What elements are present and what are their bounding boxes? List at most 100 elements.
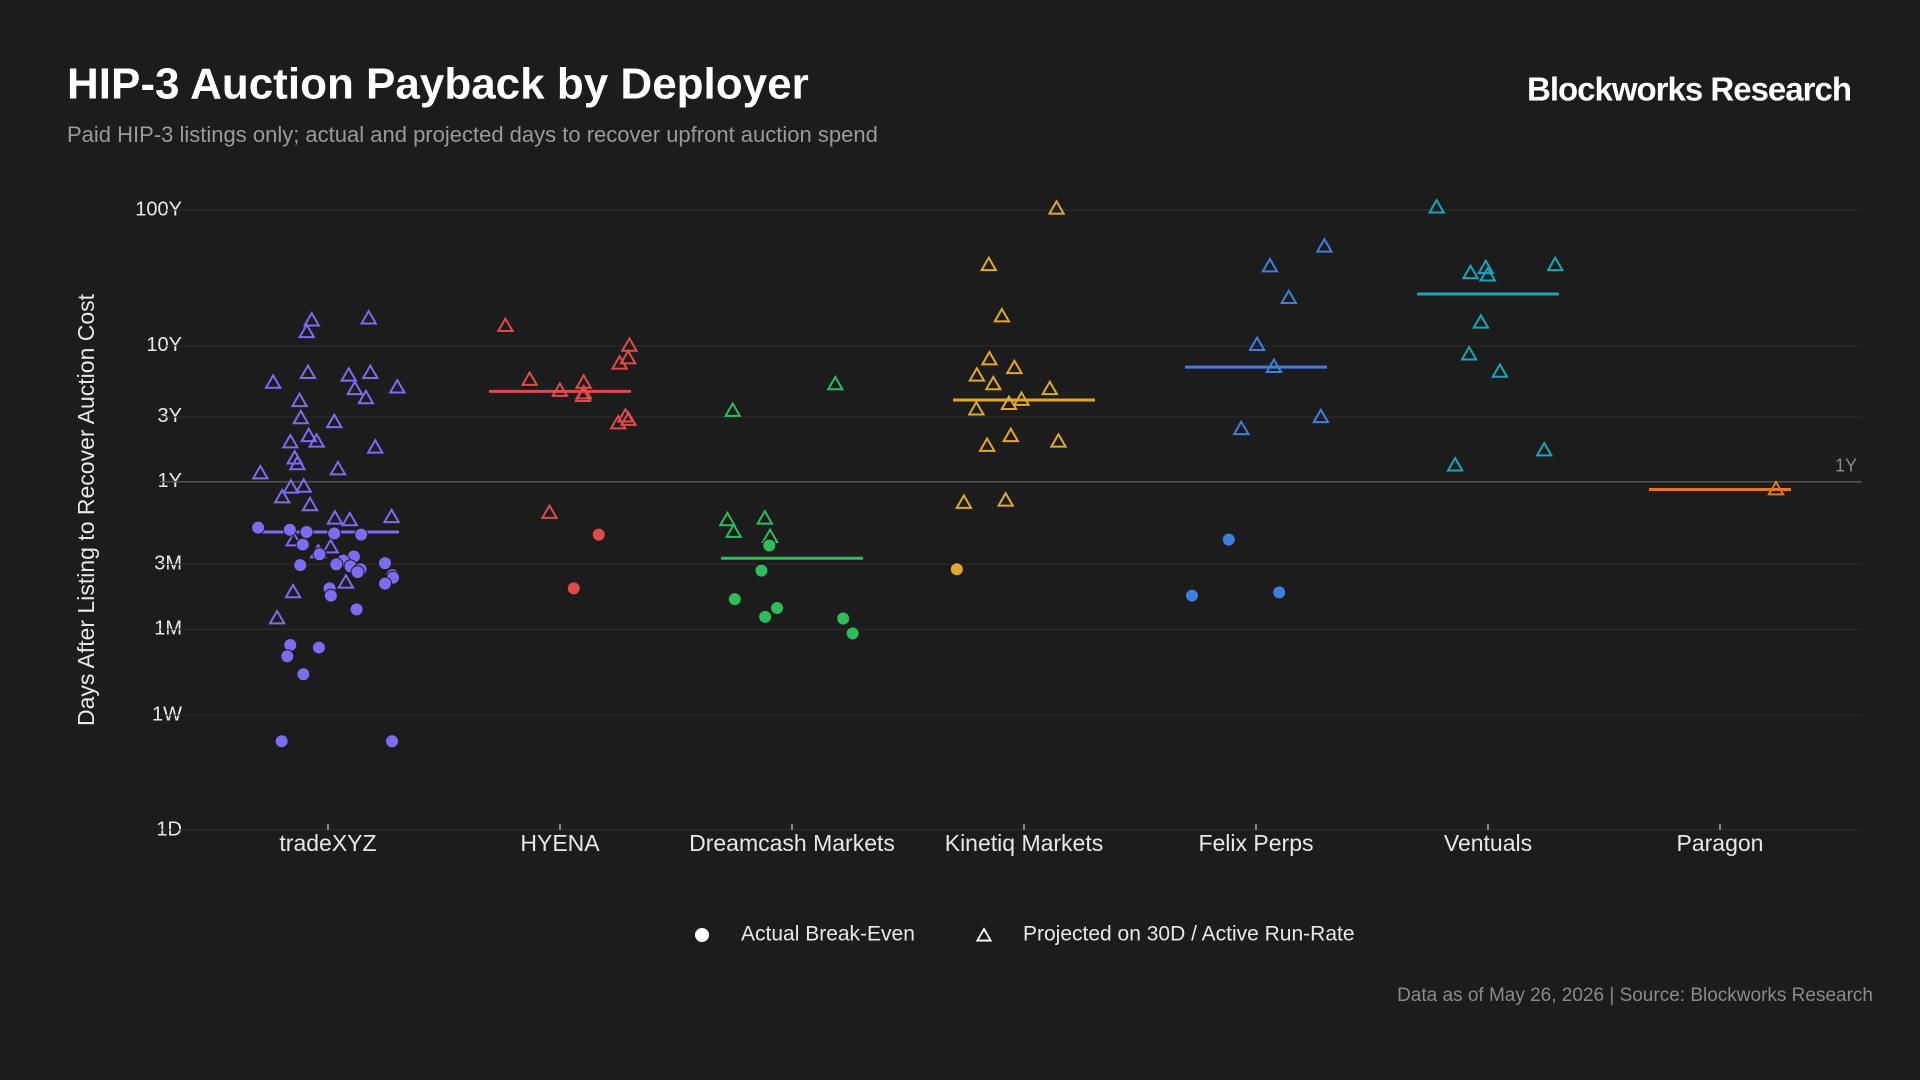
actual-point <box>323 588 338 603</box>
projected-point <box>718 510 737 527</box>
projected-point <box>968 366 986 382</box>
legend-marker <box>975 927 993 942</box>
projected-point <box>301 495 319 512</box>
projected-point <box>337 573 355 589</box>
actual-point <box>845 626 860 641</box>
projected-point <box>294 477 313 493</box>
projected-point <box>978 436 996 452</box>
projected-point <box>329 459 347 476</box>
brand: Blockworks Research <box>1527 71 1851 108</box>
projected-point <box>1232 419 1251 436</box>
projected-point <box>382 507 401 524</box>
projected-point <box>307 432 326 448</box>
projected-point <box>1040 379 1059 396</box>
source-note: Data as of May 26, 2026 | Source: Blockw… <box>1397 985 1873 1006</box>
y-tick-label: 3M <box>154 553 182 575</box>
projected-point <box>619 348 637 365</box>
actual-point <box>349 602 364 617</box>
projected-point <box>551 381 569 397</box>
projected-point <box>366 438 385 454</box>
actual-point <box>274 734 289 749</box>
projected-point <box>1546 255 1565 272</box>
projected-point <box>1047 199 1066 215</box>
projected-point <box>755 509 774 525</box>
actual-point <box>329 557 344 572</box>
projected-point <box>302 311 321 327</box>
y-tick-label: 10Y <box>146 334 182 356</box>
projected-point <box>1001 426 1020 443</box>
projected-point <box>281 433 300 449</box>
x-tick-label: Paragon <box>1677 830 1764 856</box>
projected-point <box>724 522 743 538</box>
projected-point <box>993 307 1011 323</box>
actual-point <box>295 537 310 552</box>
projected-point <box>1265 357 1283 373</box>
actual-point <box>1221 532 1236 547</box>
projected-point <box>282 478 300 494</box>
x-tick-label: tradeXYZ <box>279 830 376 856</box>
projected-point <box>264 373 283 389</box>
projected-point <box>967 400 986 416</box>
projected-point <box>1535 441 1554 457</box>
actual-point <box>566 581 581 596</box>
actual-point <box>949 562 964 577</box>
x-tick-label: HYENA <box>520 830 600 856</box>
y-tick-label: 100Y <box>135 198 182 220</box>
actual-point <box>378 576 393 591</box>
actual-point <box>377 556 392 571</box>
projected-point <box>273 487 292 504</box>
projected-point <box>1491 362 1509 378</box>
projected-point <box>979 255 998 272</box>
y-tick-label: 1D <box>156 818 182 840</box>
projected-point <box>1049 432 1068 448</box>
actual-point <box>251 520 266 535</box>
actual-point <box>282 522 297 537</box>
projected-point <box>325 412 344 429</box>
projected-point <box>619 410 638 426</box>
projected-point <box>1279 288 1298 305</box>
x-tick-label: Felix Perps <box>1198 830 1313 856</box>
projected-point <box>723 401 742 417</box>
projected-point <box>574 386 592 402</box>
actual-point <box>293 558 308 573</box>
projected-point <box>357 388 375 405</box>
actual-point <box>758 609 773 624</box>
projected-point <box>980 349 999 366</box>
projected-point <box>1311 407 1330 424</box>
projected-point <box>321 537 340 554</box>
projected-point <box>1478 266 1497 282</box>
x-tick-label: Dreamcash Markets <box>689 830 895 856</box>
projected-point <box>1261 257 1279 273</box>
actual-point <box>770 601 785 616</box>
projected-point <box>388 378 407 394</box>
projected-point <box>520 370 539 386</box>
chart-title: HIP-3 Auction Payback by Deployer <box>67 60 809 109</box>
actual-point <box>1272 585 1287 600</box>
projected-point <box>996 491 1015 507</box>
projected-point <box>1248 335 1266 351</box>
y-tick-label: 1M <box>154 618 182 640</box>
projected-point <box>610 354 629 370</box>
actual-point <box>754 563 769 578</box>
x-tick-label: Kinetiq Markets <box>945 830 1104 856</box>
actual-point <box>354 527 369 542</box>
actual-point <box>591 527 606 542</box>
projected-point <box>359 309 378 325</box>
projected-point <box>1000 394 1018 411</box>
projected-point <box>284 530 303 547</box>
projected-point <box>345 379 364 396</box>
projected-point <box>251 464 270 480</box>
chart-subtitle: Paid HIP-3 listings only; actual and pro… <box>67 122 878 147</box>
projected-point <box>984 374 1003 391</box>
projected-point <box>299 363 317 380</box>
actual-point <box>762 538 777 553</box>
projected-point <box>1427 198 1446 214</box>
projected-point <box>540 503 559 519</box>
actual-point <box>385 734 400 749</box>
projected-point <box>361 363 380 380</box>
projected-point <box>291 408 310 425</box>
actual-point <box>1184 588 1199 603</box>
projected-point <box>1460 345 1478 361</box>
actual-point <box>327 526 342 541</box>
